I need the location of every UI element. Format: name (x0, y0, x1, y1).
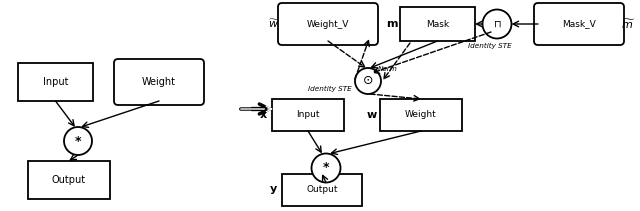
FancyBboxPatch shape (114, 59, 204, 105)
Text: $\sqcap$: $\sqcap$ (493, 19, 502, 28)
Text: $\widetilde{w}$: $\widetilde{w}$ (268, 18, 280, 30)
Text: $\odot$: $\odot$ (362, 74, 374, 88)
FancyBboxPatch shape (534, 3, 624, 45)
Circle shape (483, 9, 511, 38)
Text: Weight_V: Weight_V (307, 19, 349, 28)
Text: Mask: Mask (426, 19, 449, 28)
Text: Weight: Weight (405, 111, 437, 119)
Text: Input: Input (43, 77, 68, 87)
FancyBboxPatch shape (272, 99, 344, 131)
FancyBboxPatch shape (282, 174, 362, 206)
Circle shape (312, 153, 340, 183)
Text: Output: Output (52, 175, 86, 185)
Circle shape (64, 127, 92, 155)
Text: Output: Output (307, 185, 338, 195)
FancyBboxPatch shape (278, 3, 378, 45)
Text: Mask_V: Mask_V (562, 19, 596, 28)
FancyBboxPatch shape (18, 63, 93, 101)
Circle shape (355, 68, 381, 94)
Text: *: * (323, 161, 329, 174)
Text: Norm: Norm (378, 66, 398, 72)
Text: $\widetilde{m}$: $\widetilde{m}$ (621, 18, 636, 31)
Text: $\mathbf{m}$: $\mathbf{m}$ (386, 19, 398, 29)
Text: $\mathbf{x}$: $\mathbf{x}$ (259, 110, 269, 120)
FancyBboxPatch shape (400, 7, 475, 41)
Text: Identity STE: Identity STE (468, 43, 512, 49)
Text: *: * (75, 134, 81, 147)
Text: $\Rightarrow$: $\Rightarrow$ (245, 99, 269, 119)
Text: $\mathbf{y}$: $\mathbf{y}$ (269, 184, 278, 196)
Text: Identity STE: Identity STE (308, 86, 352, 92)
FancyBboxPatch shape (380, 99, 462, 131)
Text: Input: Input (296, 111, 320, 119)
FancyBboxPatch shape (28, 161, 110, 199)
Text: Weight: Weight (142, 77, 176, 87)
Text: $\mathbf{w}$: $\mathbf{w}$ (366, 110, 378, 120)
